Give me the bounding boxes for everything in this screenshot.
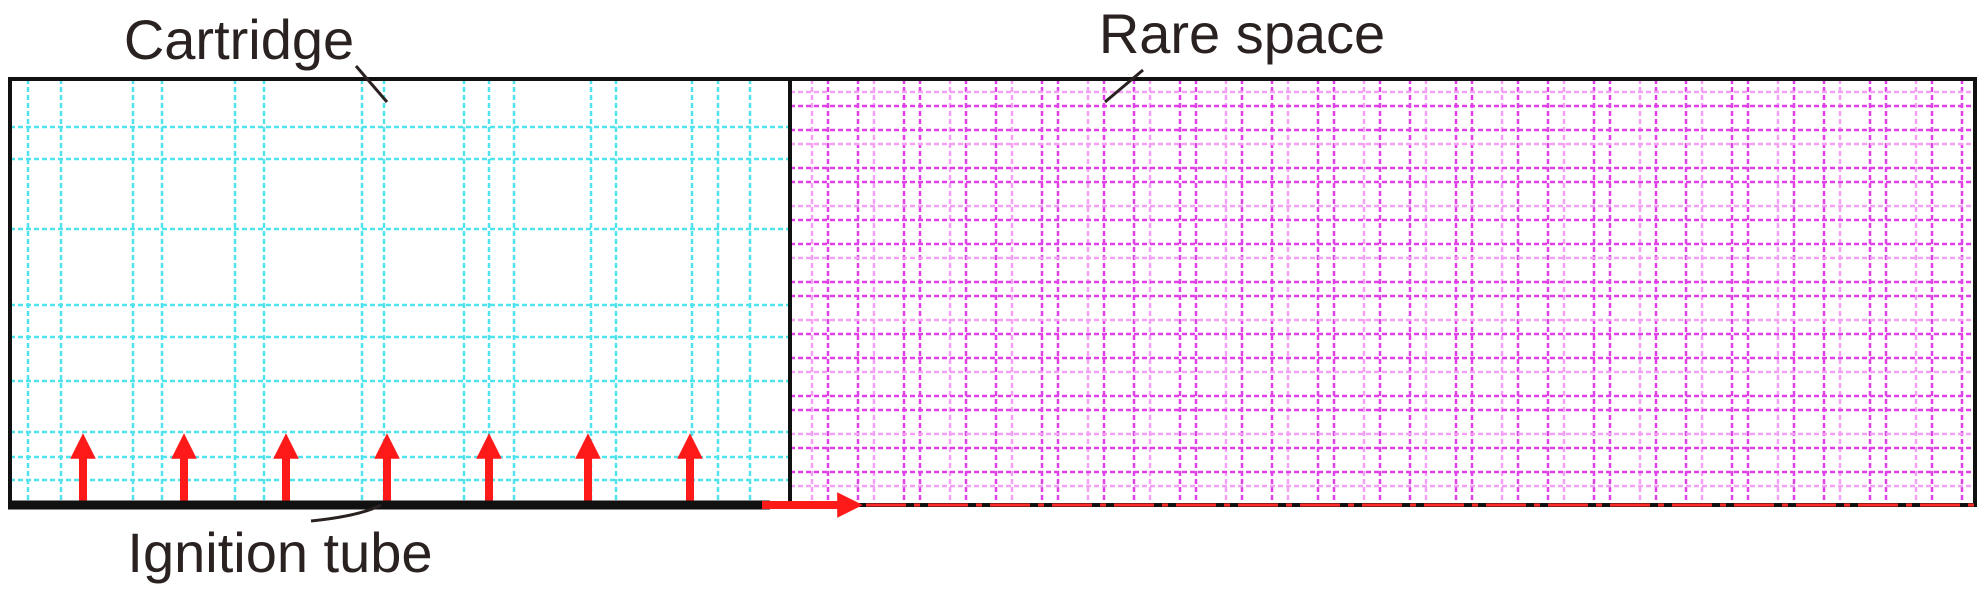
- leader-line: [310, 503, 382, 523]
- leader-line: [1104, 68, 1144, 104]
- rare-space-label: Rare space: [1099, 2, 1385, 65]
- mesh-grid: [10, 79, 1975, 505]
- leader-line: [354, 65, 389, 103]
- cartridge-label: Cartridge: [124, 8, 354, 71]
- ignition-tube-label: Ignition tube: [127, 521, 432, 584]
- ignition-arrows: [70, 433, 703, 502]
